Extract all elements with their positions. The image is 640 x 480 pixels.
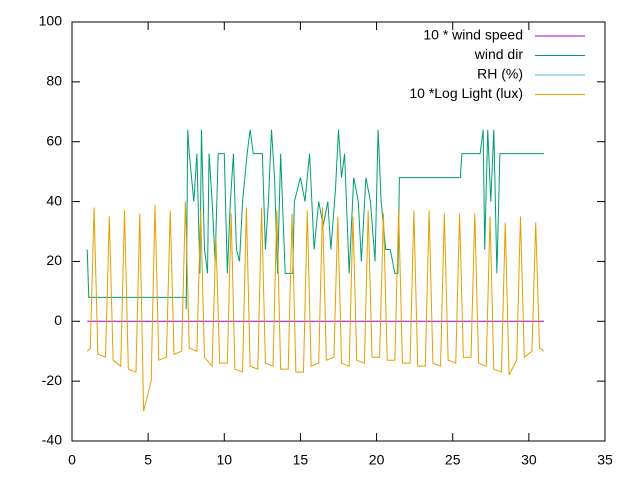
x-tick-label: 20 bbox=[369, 452, 385, 468]
y-tick-label: 100 bbox=[39, 13, 63, 29]
y-tick-label: 20 bbox=[46, 252, 62, 268]
y-tick-label: 0 bbox=[54, 312, 62, 328]
x-tick-label: 15 bbox=[293, 452, 309, 468]
x-tick-label: 30 bbox=[521, 452, 537, 468]
plot-border bbox=[71, 21, 606, 442]
legend-label: RH (%) bbox=[477, 66, 523, 82]
y-tick-label: -40 bbox=[42, 432, 62, 448]
legend-label: wind dir bbox=[474, 46, 524, 62]
legend-label: 10 *Log Light (lux) bbox=[409, 85, 523, 101]
y-tick-label: -20 bbox=[42, 372, 62, 388]
y-tick-label: 40 bbox=[46, 192, 62, 208]
y-tick-label: 80 bbox=[46, 73, 62, 89]
y-tick-label: 60 bbox=[46, 132, 62, 148]
x-tick-label: 35 bbox=[597, 452, 613, 468]
x-tick-label: 25 bbox=[445, 452, 461, 468]
series-line bbox=[86, 201, 545, 412]
x-tick-label: 10 bbox=[216, 452, 232, 468]
x-tick-label: 0 bbox=[68, 452, 76, 468]
legend-label: 10 * wind speed bbox=[423, 27, 523, 43]
x-tick-label: 5 bbox=[144, 452, 152, 468]
series-line bbox=[86, 129, 545, 310]
